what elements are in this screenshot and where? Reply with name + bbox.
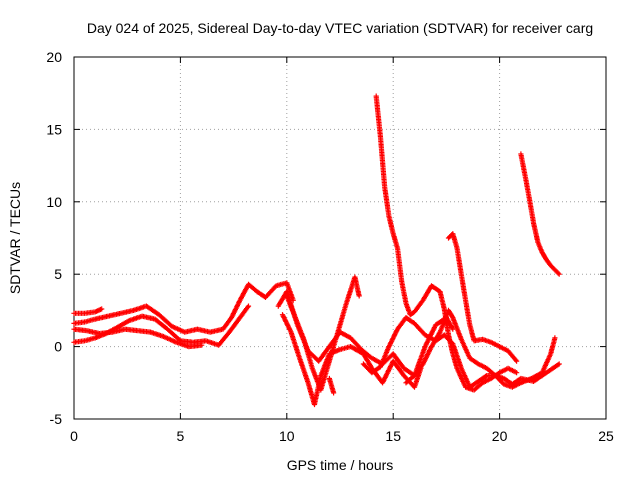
y-tick: 10 [46,194,606,210]
data-series-track-2 [71,280,296,335]
x-tick: 15 [385,57,401,444]
data-series-track-13 [518,151,562,277]
data-series-track-10 [373,93,520,393]
data-series-track-3 [71,303,252,348]
y-tick: 15 [46,121,606,137]
data-series-track-7 [275,289,456,379]
y-tick-label: -5 [50,411,63,427]
y-tick-label: 10 [46,194,62,210]
y-tick-label: 0 [54,339,62,355]
x-tick-label: 5 [177,428,185,444]
y-tick-label: 15 [46,121,62,137]
series-layer [71,93,562,408]
axis-ticks: 0 5 10 15 20 25 -5 0 5 10 15 20 [46,49,614,444]
y-tick-label: 20 [46,49,62,65]
plot-frame [73,56,607,420]
y-tick: 5 [54,266,606,282]
data-series-track-8 [326,375,337,396]
data-series-track-6 [284,274,362,393]
y-tick: 0 [54,339,606,355]
x-tick: 10 [279,57,295,444]
chart-title: Day 024 of 2025, Sidereal Day-to-day VTE… [87,20,593,36]
data-series-track-11 [403,307,558,390]
data-series-track-4 [71,326,205,350]
x-tick-label: 25 [598,428,614,444]
x-tick-label: 10 [279,428,295,444]
y-axis-label: SDTVAR / TECUs [7,182,23,294]
grid-lines [74,57,606,419]
data-series-track-5 [279,312,424,408]
data-series-track-9 [360,315,562,390]
x-tick: 0 [70,57,78,444]
data-series-track-12 [445,231,520,364]
x-tick-label: 15 [385,428,401,444]
x-tick-label: 0 [70,428,78,444]
y-tick: 20 [46,49,606,65]
x-tick: 20 [492,57,508,444]
y-tick: -5 [50,411,606,427]
y-tick-label: 5 [54,266,62,282]
x-tick-label: 20 [492,428,508,444]
x-axis-label: GPS time / hours [287,457,394,473]
x-tick: 25 [598,57,614,444]
x-tick: 5 [177,57,185,444]
data-series-track-1 [71,306,105,316]
